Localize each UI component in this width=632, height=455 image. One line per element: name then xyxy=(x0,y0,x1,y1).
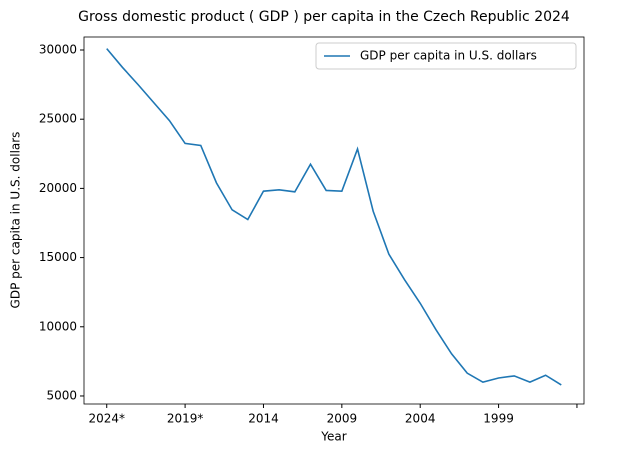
x-tick-label: 2019* xyxy=(167,412,204,426)
legend: GDP per capita in U.S. dollars xyxy=(315,42,577,70)
x-tick-label: 2004 xyxy=(405,412,436,426)
x-tick-label: 1999 xyxy=(483,412,514,426)
x-tick-label: 2024* xyxy=(88,412,125,426)
chart-title: Gross domestic product ( GDP ) per capit… xyxy=(78,9,570,25)
y-axis-label: GDP per capita in U.S. dollars xyxy=(9,132,23,309)
legend-label: GDP per capita in U.S. dollars xyxy=(360,49,537,63)
x-tick-label: 2014 xyxy=(248,412,279,426)
x-axis-label: Year xyxy=(320,430,346,444)
data-line xyxy=(106,48,562,386)
y-tick-label: 25000 xyxy=(39,112,77,126)
y-tick-label: 10000 xyxy=(39,319,77,333)
x-tick-label: 2009 xyxy=(327,412,358,426)
legend-box xyxy=(315,42,577,70)
y-tick-label: 20000 xyxy=(39,181,77,195)
y-tick-label: 15000 xyxy=(39,250,77,264)
y-tick-label: 30000 xyxy=(39,43,77,57)
plot-frame xyxy=(83,36,585,405)
y-tick-label: 5000 xyxy=(46,388,77,402)
